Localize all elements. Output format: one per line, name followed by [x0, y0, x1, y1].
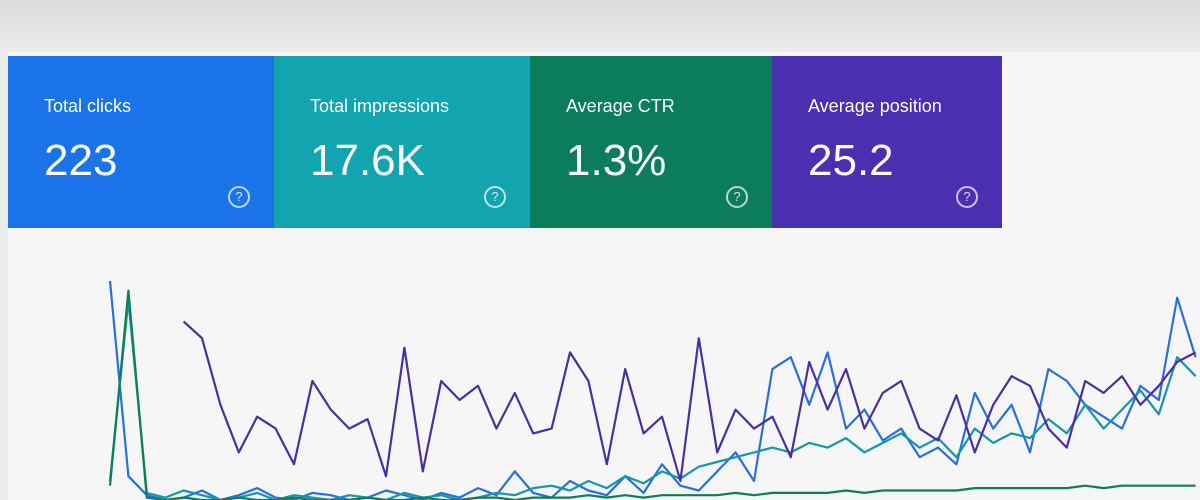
metric-label: Average CTR	[566, 96, 675, 116]
metric-label: Total impressions	[310, 96, 450, 116]
browser-bar	[0, 0, 1200, 48]
series-line	[108, 289, 1196, 500]
metric-card[interactable]: Total impressions 17.6K?	[274, 56, 530, 228]
metric-card[interactable]: Total clicks 223?	[8, 56, 274, 228]
metric-value: 1.3%	[566, 136, 667, 185]
help-icon[interactable]: ?	[228, 186, 250, 208]
metric-card[interactable]: Average position 25.2?	[772, 56, 1002, 228]
metric-cards: Total clicks 223? Total impressions 17.6K? A…	[8, 56, 1002, 228]
help-icon[interactable]: ?	[726, 186, 748, 208]
metric-value: 25.2	[808, 136, 894, 185]
help-icon[interactable]: ?	[956, 186, 978, 208]
metric-value: 17.6K	[310, 136, 425, 185]
metric-card[interactable]: Average CTR 1.3%?	[530, 56, 772, 228]
series-line	[108, 299, 1197, 500]
series-line	[182, 320, 1197, 483]
metric-label: Average position	[808, 96, 942, 116]
help-icon[interactable]: ?	[484, 186, 506, 208]
metric-value: 223	[44, 136, 118, 185]
metric-label: Total clicks	[44, 96, 132, 116]
